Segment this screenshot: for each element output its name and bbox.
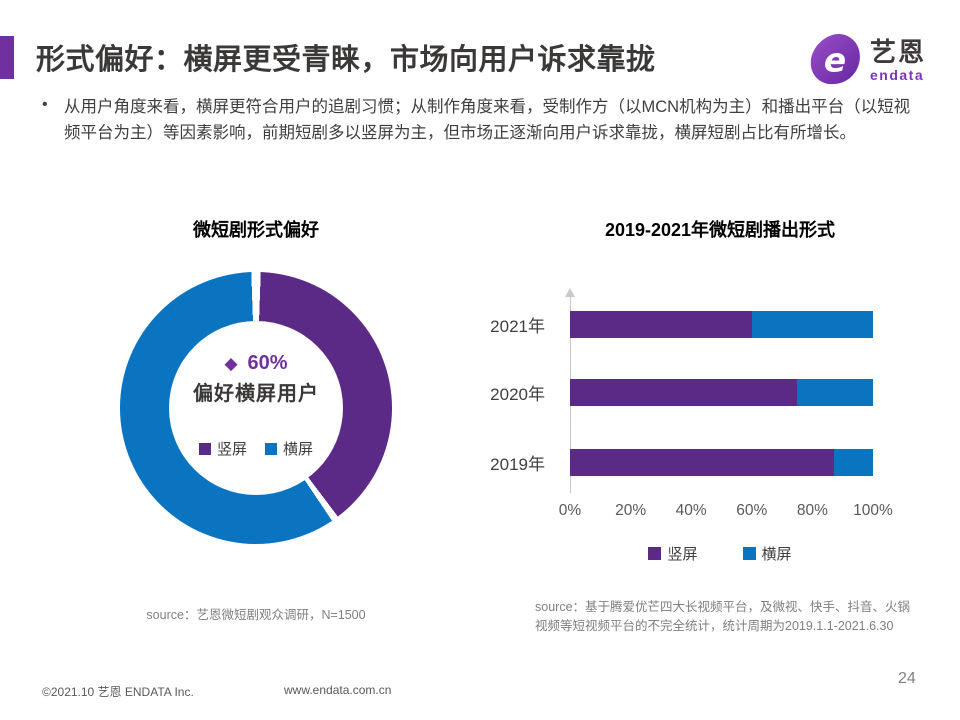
bar-chart-source: source：基于腾爱优芒四大长视频平台，及微视、快手、抖音、火锅 视频等短视频…	[535, 598, 927, 637]
donut-chart-title: 微短剧形式偏好	[193, 220, 319, 240]
donut-center-value: 60%	[247, 352, 288, 374]
bar-chart-legend: 竖屏 横屏	[520, 543, 920, 564]
bar-track	[570, 311, 873, 338]
diamond-icon: ◆	[224, 354, 238, 373]
footer-copyright: ©2021.10 艺恩 ENDATA Inc.	[42, 685, 194, 699]
endata-logo-icon: e	[810, 33, 860, 85]
bar-segment-vertical-screen	[570, 449, 834, 476]
bar-segment-horizontal-screen	[797, 379, 873, 406]
bar-chart-source-line2: 视频等短视频平台的不完全统计，统计周期为2019.1.1-2021.6.30	[535, 619, 894, 634]
x-tick: 80%	[796, 502, 828, 519]
bullet-text: 从用户角度来看，横屏更符合用户的追剧习惯；从制作角度来看，受制作方（以MCN机构…	[64, 98, 911, 143]
x-tick: 100%	[853, 502, 893, 519]
x-axis-ticks: 0% 20% 40% 60% 80% 100%	[559, 502, 893, 522]
footer-website: www.endata.com.cn	[284, 683, 392, 697]
bar-segment-horizontal-screen	[751, 311, 873, 338]
bar-category-label: 2021年	[490, 317, 545, 336]
legend-label-horizontal: 横屏	[761, 546, 792, 563]
donut-source: source：艺恩微短剧观众调研，N=1500	[146, 608, 366, 622]
bar-segment-horizontal-screen	[833, 449, 873, 476]
legend-item-vertical: 竖屏	[198, 438, 247, 459]
donut-center-value-line: ◆ 60%	[120, 352, 392, 375]
x-tick: 60%	[736, 502, 768, 519]
logo-brand-cn: 艺恩	[870, 36, 927, 67]
legend-swatch-vertical	[198, 442, 211, 455]
bar-segment-vertical-screen	[570, 379, 798, 406]
page-number: 24	[898, 670, 916, 687]
x-tick: 0%	[558, 502, 582, 519]
donut-center-description: 偏好横屏用户	[193, 383, 319, 405]
page-title: 形式偏好：横屏更受青睐，市场向用户诉求靠拢	[36, 44, 656, 76]
bar-category-label: 2020年	[490, 385, 545, 404]
legend-swatch-horizontal	[742, 547, 756, 560]
title-accent-bar	[0, 36, 14, 79]
donut-center-label: ◆ 60% 偏好横屏用户 竖屏 横屏	[120, 272, 392, 544]
legend-label-vertical: 竖屏	[667, 546, 698, 563]
legend-item-horizontal: 横屏	[742, 543, 792, 564]
bar-row-2020: 2020年	[460, 379, 873, 406]
legend-swatch-horizontal	[265, 442, 277, 455]
x-tick: 40%	[675, 502, 707, 519]
legend-swatch-vertical	[648, 547, 662, 560]
legend-item-vertical: 竖屏	[648, 543, 698, 564]
bar-track	[570, 449, 873, 476]
logo-brand-en: endata	[870, 66, 925, 83]
legend-label-vertical: 竖屏	[216, 441, 247, 458]
bar-row-2019: 2019年	[460, 449, 873, 476]
bar-row-2021: 2021年	[460, 311, 873, 338]
logo-text: 艺恩 endata	[870, 39, 926, 82]
bullet-marker: •	[42, 96, 48, 113]
bar-segment-vertical-screen	[570, 311, 752, 338]
bar-category-label: 2019年	[490, 455, 545, 474]
legend-label-horizontal: 横屏	[283, 441, 314, 458]
x-tick: 20%	[615, 502, 647, 519]
legend-item-horizontal: 横屏	[265, 438, 313, 459]
endata-logo: e 艺恩 endata	[806, 28, 946, 92]
bar-chart-title: 2019-2021年微短剧播出形式	[604, 220, 836, 240]
donut-hole	[169, 321, 343, 495]
bar-track	[570, 379, 873, 406]
bar-chart-source-line1: source：基于腾爱优芒四大长视频平台，及微视、快手、抖音、火锅	[535, 600, 911, 614]
donut-legend: 竖屏 横屏	[120, 438, 392, 459]
y-axis-arrow-icon	[565, 288, 575, 297]
svg-text:e: e	[824, 41, 846, 80]
donut-chart: ◆ 60% 偏好横屏用户 竖屏 横屏	[120, 272, 392, 544]
